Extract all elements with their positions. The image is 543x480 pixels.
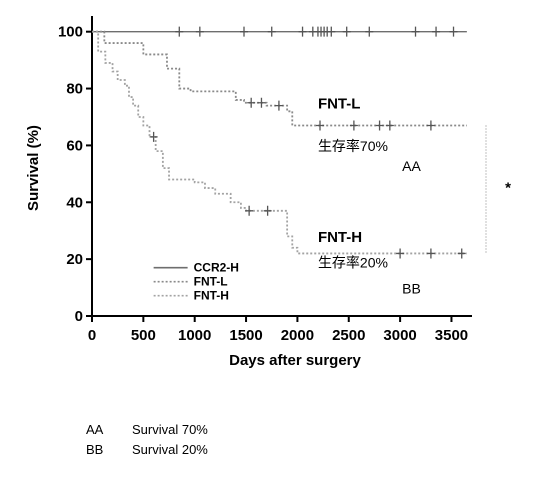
x-tick-label: 500 xyxy=(131,327,156,344)
annotations: FNT-L 生存率70% AA FNT-H 生存率20% BB * xyxy=(318,95,511,296)
legend-label-fnt-h: FNT-H xyxy=(194,289,229,303)
censor-marks xyxy=(149,26,466,259)
censor-mark xyxy=(274,100,283,111)
footnote-aa: AA Survival 70% xyxy=(86,420,208,440)
series-layer xyxy=(92,30,467,255)
annotation-1: 生存率70% xyxy=(318,138,388,154)
annotation-5: BB xyxy=(402,280,421,296)
censor-mark xyxy=(375,120,384,131)
censor-mark xyxy=(457,248,466,259)
censor-mark xyxy=(432,26,441,37)
censor-mark xyxy=(240,26,248,37)
y-tick-label: 40 xyxy=(66,194,83,211)
y-axis-label: Survival (%) xyxy=(25,125,42,211)
censor-mark xyxy=(327,26,336,37)
series-line-fnt-h xyxy=(92,30,467,255)
censor-mark xyxy=(342,26,351,37)
annotation-0: FNT-L xyxy=(318,95,361,112)
x-tick-label: 2500 xyxy=(332,327,365,344)
censor-mark xyxy=(267,26,276,37)
x-axis-label: Days after surgery xyxy=(229,352,361,369)
censor-mark xyxy=(175,26,184,37)
censor-mark xyxy=(385,120,394,131)
censor-mark xyxy=(257,97,266,108)
annotation-2: AA xyxy=(402,158,421,174)
censor-mark xyxy=(245,205,254,216)
significance-star: * xyxy=(505,179,511,196)
x-tick-label: 1000 xyxy=(178,327,211,344)
y-tick-label: 80 xyxy=(66,81,83,98)
censor-mark xyxy=(396,248,405,259)
censor-mark xyxy=(149,131,158,142)
y-tick-label: 0 xyxy=(75,308,83,325)
censor-mark xyxy=(263,205,272,216)
x-tick-label: 2000 xyxy=(281,327,314,344)
annotation-4: 生存率20% xyxy=(318,255,388,271)
footnote-key: AA xyxy=(86,422,104,437)
censor-mark xyxy=(349,120,358,131)
footnote-text: Survival 70% xyxy=(132,422,208,437)
series-line-fnt-l xyxy=(92,30,467,127)
y-tick-label: 60 xyxy=(66,137,83,154)
footnote-key: BB xyxy=(86,442,104,457)
censor-mark xyxy=(426,248,435,259)
censor-mark xyxy=(365,26,374,37)
x-tick-label: 3500 xyxy=(435,327,468,344)
censor-mark xyxy=(426,120,435,131)
legend-label-ccr2-h: CCR2-H xyxy=(194,261,239,275)
y-tick-label: 20 xyxy=(66,251,83,268)
footnotes: AA Survival 70% BB Survival 20% xyxy=(86,420,208,460)
x-tick-label: 3000 xyxy=(383,327,416,344)
footnote-bb: BB Survival 20% xyxy=(86,440,208,460)
x-tick-label: 1500 xyxy=(229,327,262,344)
footnote-text: Survival 20% xyxy=(132,442,208,457)
censor-mark xyxy=(316,120,324,131)
legend-label-fnt-l: FNT-L xyxy=(194,275,228,289)
censor-mark xyxy=(298,26,307,37)
x-tick-label: 0 xyxy=(88,327,96,344)
censor-mark xyxy=(449,26,458,37)
censor-mark xyxy=(247,97,256,108)
censor-mark xyxy=(411,26,420,37)
annotation-3: FNT-H xyxy=(318,229,362,246)
y-tick-label: 100 xyxy=(58,24,83,41)
censor-mark xyxy=(195,26,204,37)
